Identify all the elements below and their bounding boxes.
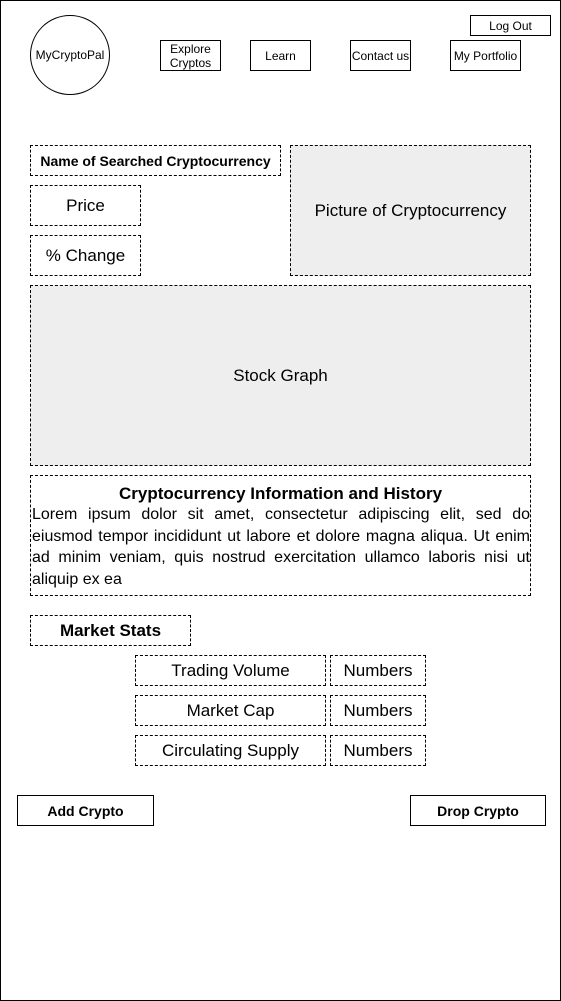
stat-label-text: Circulating Supply (161, 740, 299, 760)
crypto-price-label: Price (66, 195, 105, 215)
crypto-info-section: Cryptocurrency Information and History L… (30, 475, 531, 596)
stat-value-market-cap: Numbers (330, 695, 426, 726)
crypto-percent-change: % Change (30, 235, 141, 276)
stat-label-circulating-supply: Circulating Supply (135, 735, 326, 766)
nav-explore-label-line2: Cryptos (169, 55, 212, 70)
stat-value-text: Numbers (343, 740, 413, 760)
nav-contact-label: Contact us (351, 48, 410, 63)
stock-graph: Stock Graph (30, 285, 531, 466)
logout-label: Log Out (489, 18, 532, 33)
nav-my-portfolio[interactable]: My Portfolio (450, 40, 521, 71)
stat-value-text: Numbers (343, 700, 413, 720)
crypto-picture: Picture of Cryptocurrency (290, 145, 531, 276)
stock-graph-label: Stock Graph (233, 365, 328, 385)
crypto-name: Name of Searched Cryptocurrency (30, 145, 281, 176)
stat-label-market-cap: Market Cap (135, 695, 326, 726)
logo[interactable]: MyCryptoPal (30, 15, 110, 95)
stat-label-trading-volume: Trading Volume (135, 655, 326, 686)
logout-button[interactable]: Log Out (470, 15, 551, 36)
nav-explore-cryptos[interactable]: Explore Cryptos (160, 40, 221, 71)
stat-value-circulating-supply: Numbers (330, 735, 426, 766)
market-stats-title-label: Market Stats (59, 620, 162, 640)
nav-learn-label: Learn (265, 48, 296, 63)
drop-crypto-button[interactable]: Drop Crypto (410, 795, 546, 826)
stat-label-text: Trading Volume (171, 660, 290, 680)
nav-learn[interactable]: Learn (250, 40, 311, 71)
drop-crypto-label: Drop Crypto (437, 802, 519, 819)
add-crypto-label: Add Crypto (47, 802, 124, 819)
stat-label-text: Market Cap (186, 700, 275, 720)
nav-contact-us[interactable]: Contact us (350, 40, 411, 71)
market-stats-title: Market Stats (30, 615, 191, 646)
nav-explore-label-line1: Explore (170, 41, 211, 56)
crypto-picture-label: Picture of Cryptocurrency (314, 200, 507, 220)
crypto-price: Price (30, 185, 141, 226)
crypto-name-label: Name of Searched Cryptocurrency (40, 152, 271, 169)
nav-portfolio-label: My Portfolio (453, 48, 518, 63)
crypto-percent-change-label: % Change (45, 245, 126, 265)
crypto-info-body: Lorem ipsum dolor sit amet, consectetur … (32, 506, 530, 588)
logo-text: MyCryptoPal (35, 48, 105, 62)
stat-value-trading-volume: Numbers (330, 655, 426, 686)
crypto-info-title: Cryptocurrency Information and History (118, 484, 443, 503)
add-crypto-button[interactable]: Add Crypto (17, 795, 154, 826)
stat-value-text: Numbers (343, 660, 413, 680)
